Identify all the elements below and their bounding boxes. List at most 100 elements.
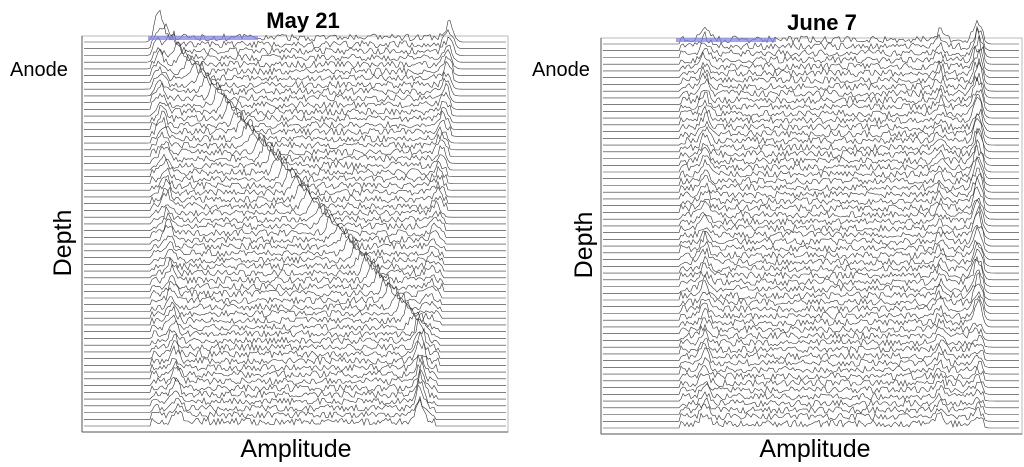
- trace: [84, 183, 506, 211]
- trace: [603, 391, 1019, 409]
- trace: [84, 9, 506, 43]
- trace: [603, 210, 1019, 240]
- trace: [84, 367, 506, 393]
- trace: [603, 35, 1019, 65]
- trace: [84, 263, 506, 292]
- trace: [84, 233, 506, 258]
- trace: [84, 330, 506, 359]
- panel: June 7 Anode Depth Amplitude: [532, 10, 1023, 463]
- trace: [84, 250, 506, 279]
- trace: [603, 397, 1019, 415]
- trace: [603, 19, 1019, 45]
- trace: [603, 272, 1019, 301]
- trace: [603, 73, 1019, 99]
- trace: [603, 372, 1019, 388]
- trace: [603, 197, 1019, 220]
- trace: [84, 46, 506, 70]
- trace: [84, 100, 506, 124]
- trace: [84, 78, 506, 103]
- trace: [84, 378, 506, 407]
- trace: [84, 340, 506, 366]
- trace: [603, 323, 1019, 341]
- trace: [84, 311, 506, 332]
- trace: [603, 113, 1019, 139]
- annotation: Anode: [10, 59, 68, 81]
- trace: [84, 214, 506, 238]
- trace: [603, 144, 1019, 173]
- trace: [84, 30, 506, 56]
- trace: [84, 197, 506, 218]
- trace: [84, 222, 506, 245]
- trace: [603, 58, 1019, 85]
- trace: [84, 318, 506, 346]
- trace: [603, 127, 1019, 159]
- trace: [603, 46, 1019, 72]
- trace: [84, 111, 506, 137]
- trace: [84, 354, 506, 380]
- panel-title: May 21: [266, 8, 339, 33]
- trace: [84, 54, 506, 76]
- trace: [603, 186, 1019, 213]
- trace: [84, 110, 506, 130]
- trace: [84, 94, 506, 117]
- trace: [603, 167, 1019, 193]
- trace: [603, 173, 1019, 200]
- trace: [84, 207, 506, 231]
- y-axis-label: Depth: [570, 212, 598, 279]
- trace: [603, 138, 1019, 166]
- trace: [603, 88, 1019, 112]
- trace: [603, 317, 1019, 334]
- trace: [603, 343, 1019, 361]
- trace: [603, 117, 1019, 146]
- trace: [603, 327, 1019, 348]
- trace: [84, 83, 506, 110]
- trace: [603, 127, 1019, 153]
- trace: [84, 72, 506, 97]
- trace: [603, 205, 1019, 233]
- trace: [84, 258, 506, 285]
- trace: [603, 382, 1019, 402]
- trace: [603, 97, 1019, 126]
- trace: [603, 412, 1019, 429]
- trace: [603, 239, 1019, 260]
- trace: [84, 384, 506, 413]
- trace: [84, 227, 506, 252]
- trace: [84, 118, 506, 144]
- trace: [84, 61, 506, 90]
- trace: [603, 255, 1019, 287]
- trace: [84, 139, 506, 164]
- trace: [84, 250, 506, 272]
- trace: [84, 281, 506, 305]
- trace: [603, 48, 1019, 78]
- trace: [84, 167, 506, 191]
- surface-marker: [148, 36, 258, 40]
- trace: [84, 370, 506, 400]
- trace: [603, 241, 1019, 267]
- trace: [84, 238, 506, 265]
- panel-title: June 7: [787, 10, 857, 35]
- trace: [603, 403, 1019, 422]
- surface-marker: [676, 38, 776, 42]
- trace: [603, 269, 1019, 294]
- trace: [603, 226, 1019, 254]
- trace: [84, 360, 506, 386]
- trace: [603, 76, 1019, 105]
- trace: [84, 273, 506, 299]
- x-axis-label: Amplitude: [240, 435, 351, 463]
- trace: [603, 258, 1019, 281]
- trace: [84, 313, 506, 339]
- trace: [84, 127, 506, 151]
- trace: [603, 295, 1019, 321]
- trace: [603, 291, 1019, 314]
- trace: [603, 108, 1019, 132]
- trace: [603, 156, 1019, 179]
- trace: [84, 292, 506, 319]
- trace: [84, 203, 506, 225]
- y-axis-label: Depth: [49, 210, 77, 277]
- trace: [84, 395, 506, 420]
- trace: [603, 199, 1019, 227]
- trace: [603, 283, 1019, 307]
- trace: [84, 180, 506, 204]
- trace: [84, 354, 506, 373]
